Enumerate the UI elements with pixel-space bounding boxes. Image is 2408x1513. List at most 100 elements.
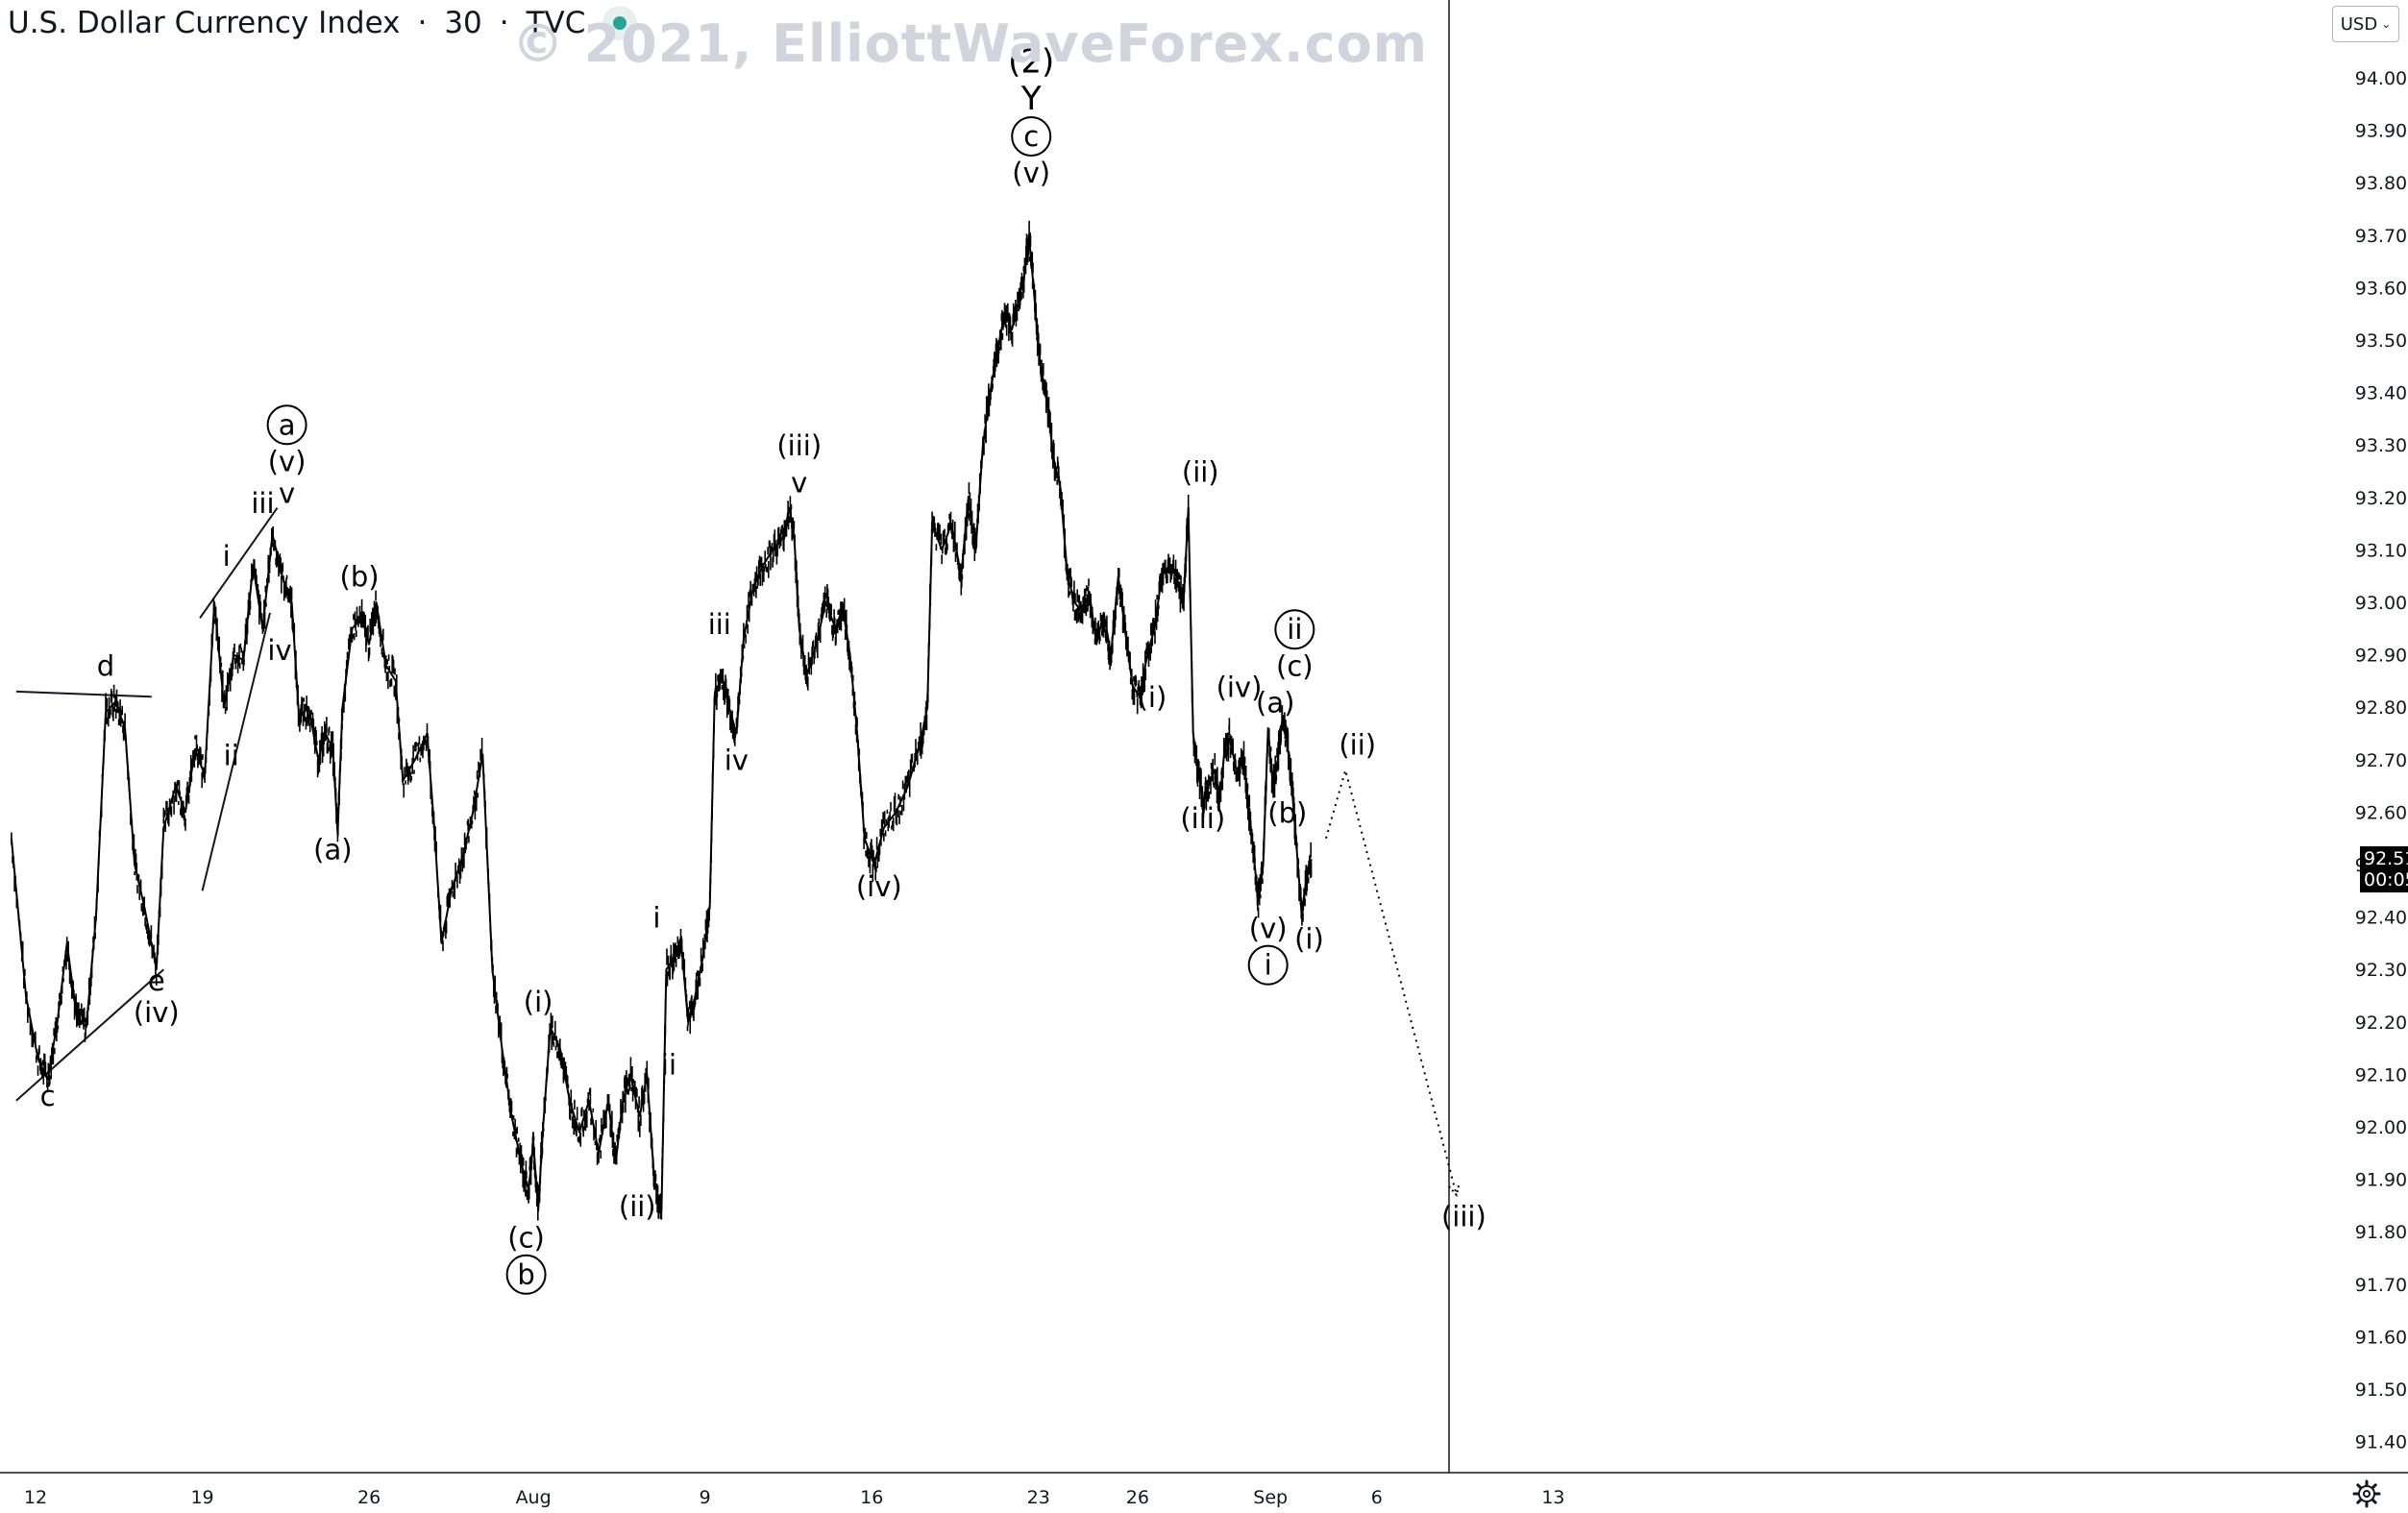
price-tick-label: 92.100 — [2355, 1064, 2408, 1086]
wave-label: Y — [1020, 80, 1042, 118]
wave-label-circle — [1274, 609, 1315, 650]
price-tick-label: 92.200 — [2355, 1013, 2408, 1034]
wave-label: (iv) — [134, 996, 180, 1029]
trendline[interactable] — [15, 690, 152, 698]
time-tick-label: 13 — [1541, 1487, 1564, 1508]
price-tick-label: 94.000 — [2355, 68, 2408, 89]
wave-label: iii — [708, 608, 731, 641]
price-tick-label: 92.900 — [2355, 646, 2408, 667]
bar-countdown: 00:05 — [2364, 869, 2408, 891]
price-tick-label: 92.800 — [2355, 697, 2408, 719]
price-bars — [10, 220, 1313, 1221]
wave-label: (i) — [1294, 922, 1324, 955]
wave-label: (ii) — [619, 1190, 656, 1223]
wave-label: (a) — [1256, 687, 1294, 720]
price-tick-label: 91.500 — [2355, 1379, 2408, 1401]
wave-label: ii — [1287, 613, 1302, 646]
last-price-value: 92.510 — [2364, 848, 2408, 869]
currency-label: USD — [2340, 13, 2378, 35]
price-tick-label: 93.800 — [2355, 173, 2408, 194]
price-tick-label: 93.600 — [2355, 278, 2408, 299]
trendline[interactable] — [15, 968, 164, 1102]
wave-label: (iii) — [1441, 1201, 1487, 1233]
price-tick-label: 93.500 — [2355, 330, 2408, 352]
price-tick-label: 92.700 — [2355, 750, 2408, 771]
wave-labels: (2)Yc(v)a(v)viiiiiviidce(iv)(b)(a)(i)(c)… — [40, 43, 1487, 1295]
exchange-label: TVC — [526, 6, 586, 40]
price-tick-label: 92.300 — [2355, 960, 2408, 981]
time-axis[interactable]: 12 19 26 Aug 9 16 23 26 Sep 6 13 — [0, 1472, 2408, 1508]
wave-label: (ii) — [1182, 455, 1219, 488]
wave-label: (v) — [1012, 157, 1050, 189]
price-tick-label: 93.200 — [2355, 488, 2408, 509]
wave-label: i — [223, 540, 231, 573]
wave-label: (v) — [268, 446, 307, 478]
time-tick-label: Sep — [1253, 1487, 1288, 1508]
wave-label: (2) — [1008, 43, 1054, 82]
symbol-header[interactable]: U.S. Dollar Currency Index · 30 · TVC — [8, 6, 638, 40]
wave-label-circle — [1011, 115, 1052, 157]
time-tick-label: 9 — [700, 1487, 711, 1508]
time-tick-label: 19 — [190, 1487, 213, 1508]
price-tick-label: 91.900 — [2355, 1170, 2408, 1191]
wave-label: (v) — [1249, 912, 1288, 944]
header-separator: · — [417, 6, 428, 40]
wave-label: e — [148, 964, 165, 997]
wave-label: a — [279, 408, 296, 441]
projection-path — [1325, 766, 1461, 1198]
time-tick-label: Aug — [516, 1487, 552, 1508]
chevron-down-icon: ⌄ — [2381, 17, 2392, 31]
price-tick-label: 93.100 — [2355, 540, 2408, 561]
wave-label-circle — [505, 1254, 547, 1295]
wave-label: b — [517, 1258, 534, 1291]
wave-label: v — [791, 466, 807, 499]
trendline[interactable] — [199, 507, 279, 619]
header-separator: · — [499, 6, 509, 40]
wave-label: iv — [267, 634, 291, 667]
wave-label: c — [1023, 120, 1039, 153]
trendline[interactable] — [201, 612, 271, 891]
price-tick-label: 92.400 — [2355, 908, 2408, 929]
currency-selector[interactable]: USD ⌄ — [2332, 6, 2399, 42]
price-tick-label: 92.000 — [2355, 1117, 2408, 1138]
gear-icon[interactable] — [2350, 1477, 2383, 1510]
wave-label: c — [40, 1080, 56, 1112]
wave-label: (c) — [1276, 649, 1314, 682]
wave-label: d — [97, 649, 114, 682]
last-price-tag: 92.510 00:05 — [2360, 846, 2408, 892]
price-tick-label: 93.400 — [2355, 383, 2408, 404]
wave-label: (iv) — [856, 870, 902, 903]
price-series — [10, 220, 1313, 1221]
wave-label: iii — [251, 487, 274, 520]
price-tick-label: 92.600 — [2355, 802, 2408, 823]
symbol-name: U.S. Dollar Currency Index — [8, 6, 401, 40]
wave-label: (c) — [507, 1222, 545, 1255]
wave-label: i — [652, 902, 660, 935]
projection-arrowhead — [1448, 1184, 1461, 1198]
wave-label: ii — [224, 739, 239, 771]
price-tick-label: 93.700 — [2355, 226, 2408, 247]
time-tick-label: 6 — [1371, 1487, 1383, 1508]
time-tick-label: 12 — [24, 1487, 47, 1508]
market-status-icon — [602, 6, 638, 40]
time-tick-label: 16 — [860, 1487, 883, 1508]
wave-label: (iii) — [1180, 802, 1225, 835]
wave-label: (ii) — [1339, 728, 1376, 761]
wave-label: (i) — [1138, 681, 1167, 714]
wave-label: (a) — [313, 834, 352, 866]
wave-label: v — [279, 476, 295, 509]
wave-label: (iii) — [776, 429, 822, 462]
trendlines — [15, 507, 279, 1102]
time-tick-label: 23 — [1027, 1487, 1050, 1508]
wave-label: (b) — [1267, 796, 1307, 829]
copyright-watermark: © 2021, ElliottWaveForex.com — [511, 13, 1428, 74]
price-tick-label: 91.400 — [2355, 1432, 2408, 1453]
interval-label: 30 — [444, 6, 482, 40]
wave-label: i — [1265, 949, 1272, 982]
price-axis[interactable]: 94.000 93.900 93.800 93.700 93.600 93.500 93.4… — [1448, 0, 2408, 1473]
price-tick-label: 91.600 — [2355, 1327, 2408, 1348]
wave-label: (b) — [340, 561, 380, 594]
wave-label: ii — [661, 1048, 676, 1081]
price-tick-label: 91.800 — [2355, 1222, 2408, 1243]
